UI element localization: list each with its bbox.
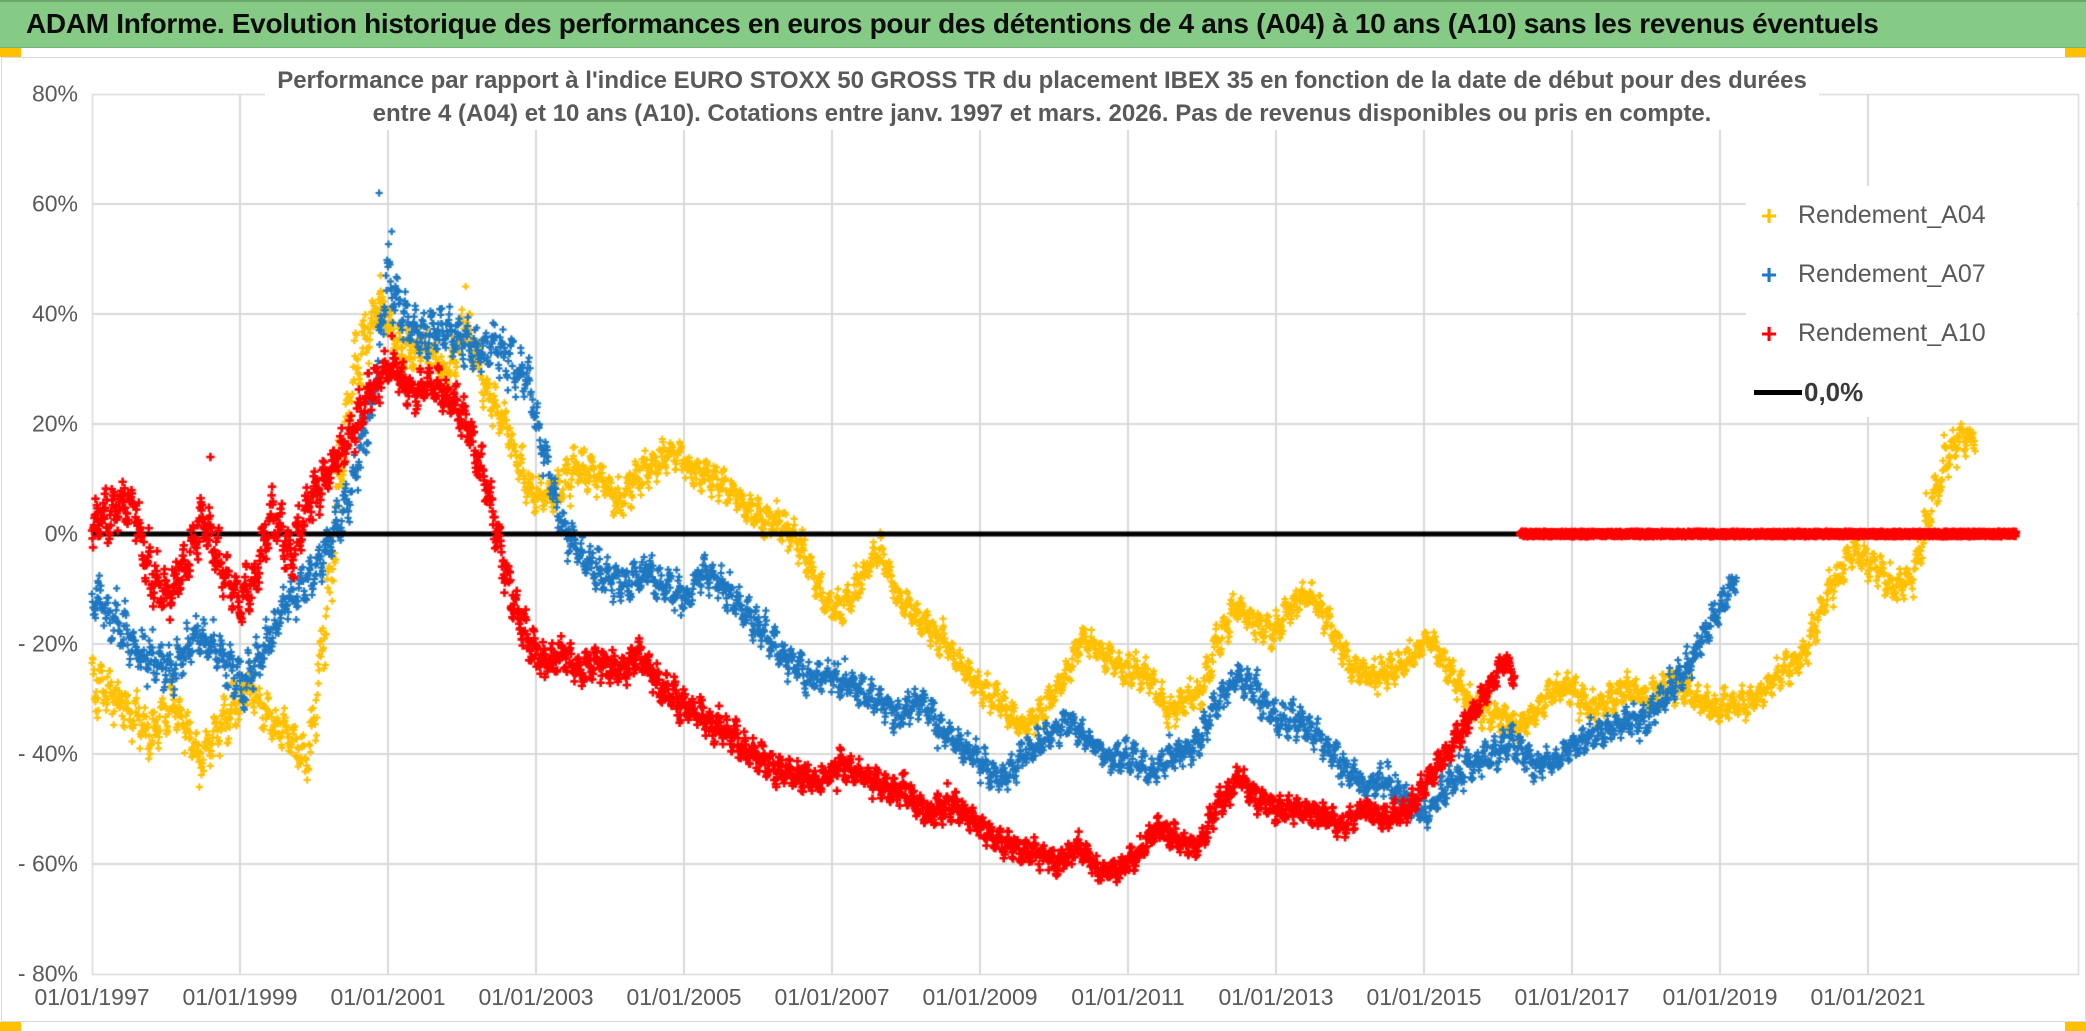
- x-tick-label: 01/01/2005: [626, 984, 742, 1010]
- y-tick-label: 80%: [31, 80, 78, 107]
- chart-title-line1: Performance par rapport à l'indice EURO …: [277, 67, 1807, 94]
- x-tick-label: 01/01/2011: [1071, 984, 1185, 1010]
- y-tick-label: - 20%: [17, 630, 78, 657]
- x-tick-label: 01/01/2021: [1810, 984, 1926, 1010]
- x-tick-label: 01/01/2007: [774, 984, 890, 1010]
- title-banner: ADAM Informe. Evolution historique des p…: [0, 0, 2086, 48]
- plus-marker-icon: +: [1760, 258, 1778, 290]
- y-tick-label: - 40%: [17, 740, 78, 767]
- legend-label: Rendement_A10: [1798, 319, 1986, 347]
- legend-label: Rendement_A07: [1798, 260, 1986, 288]
- x-tick-label: 01/01/2013: [1218, 984, 1334, 1010]
- gold-accent-bottom-right: [2065, 1022, 2086, 1031]
- zero-line-icon: [1754, 390, 1802, 395]
- legend-item-zero-line[interactable]: 0,0%: [1746, 363, 2077, 422]
- y-tick-label: 60%: [31, 190, 78, 217]
- legend-item-rendement-a10[interactable]: + Rendement_A10: [1746, 304, 2077, 363]
- x-tick-label: 01/01/2009: [922, 984, 1038, 1010]
- y-tick-label: 40%: [31, 300, 78, 327]
- gold-accent-top-right: [2065, 48, 2086, 57]
- plus-marker-icon: +: [1760, 199, 1778, 231]
- x-tick-label: 01/01/2003: [478, 984, 594, 1010]
- x-tick-label: 01/01/1997: [34, 984, 150, 1010]
- x-tick-label: 01/01/2001: [330, 984, 446, 1010]
- page-title: ADAM Informe. Evolution historique des p…: [26, 8, 1879, 39]
- legend-label: Rendement_A04: [1798, 201, 1986, 229]
- chart-legend: + Rendement_A04 + Rendement_A07 + Rendem…: [1746, 186, 2077, 417]
- x-tick-label: 01/01/1999: [182, 984, 298, 1010]
- plus-marker-icon: +: [1760, 317, 1778, 349]
- x-tick-label: 01/01/2017: [1514, 984, 1630, 1010]
- x-tick-label: 01/01/2015: [1366, 984, 1482, 1010]
- gold-accent-bottom-left: [0, 1022, 21, 1031]
- chart-title-line2: entre 4 (A04) et 10 ans (A10). Cotations…: [372, 100, 1712, 127]
- y-tick-label: - 60%: [17, 850, 78, 877]
- legend-item-rendement-a07[interactable]: + Rendement_A07: [1746, 245, 2077, 304]
- y-axis: 80% 60% 40% 20% 0% - 20% - 40% - 60% - 80%: [0, 0, 80, 1031]
- chart-title: Performance par rapport à l'indice EURO …: [265, 64, 1819, 130]
- y-tick-label: 0%: [44, 520, 78, 547]
- x-tick-label: 01/01/2019: [1662, 984, 1778, 1010]
- legend-label: 0,0%: [1804, 377, 1864, 407]
- legend-item-rendement-a04[interactable]: + Rendement_A04: [1746, 186, 2077, 245]
- y-tick-label: 20%: [31, 410, 78, 437]
- y-tick-label: - 80%: [17, 960, 78, 987]
- x-axis: 01/01/1997 01/01/1999 01/01/2001 01/01/2003…: [0, 984, 2086, 1014]
- gold-accent-top-left: [0, 48, 21, 57]
